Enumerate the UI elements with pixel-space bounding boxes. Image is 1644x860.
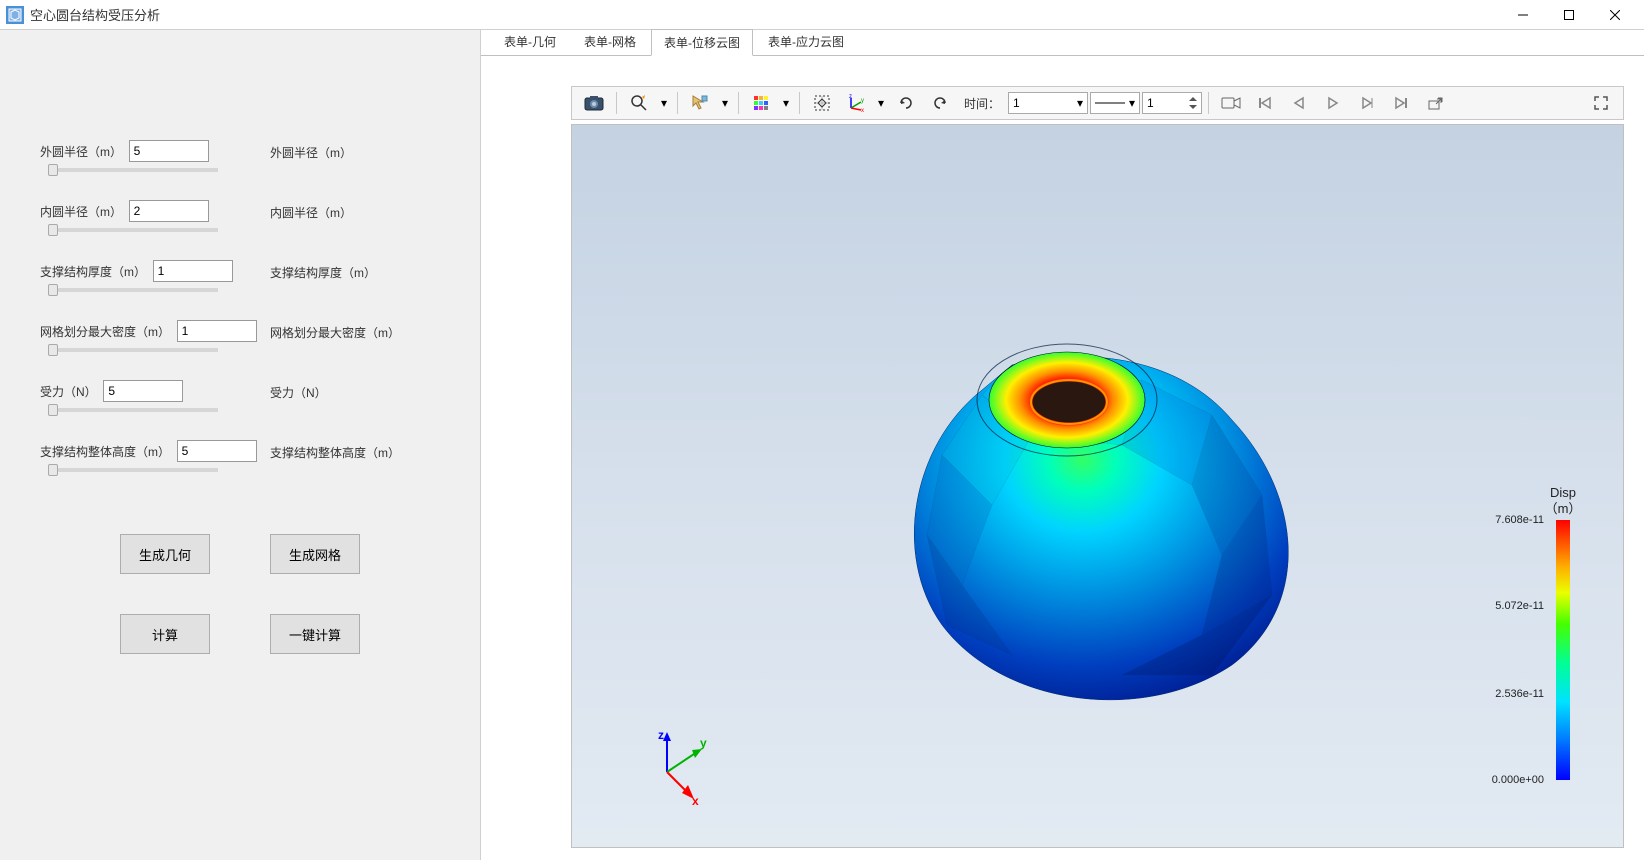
param-input-1[interactable] (129, 200, 209, 222)
toolbar-separator (738, 92, 739, 114)
first-frame-button[interactable] (1249, 89, 1281, 117)
legend-colorbar (1556, 520, 1570, 780)
export-button[interactable] (1419, 89, 1451, 117)
param-echo-label: 受力（N） (270, 384, 440, 444)
axis-view-dropdown[interactable]: ▾ (874, 96, 888, 110)
param-input-3[interactable] (177, 320, 257, 342)
sidebar: 外圆半径（m） 内圆半径（m） 支撑结构厚度（m） 网格划分最大密度（m） 受力… (0, 30, 480, 860)
viewport-3d[interactable]: z y x Disp （m） (571, 124, 1624, 848)
svg-text:y: y (861, 98, 864, 104)
param-label: 网格划分最大密度（m） (40, 323, 170, 340)
param-area: 外圆半径（m） 内圆半径（m） 支撑结构厚度（m） 网格划分最大密度（m） 受力… (0, 30, 480, 654)
param-slider-3[interactable] (48, 348, 218, 352)
axis-triad: z y x (632, 727, 712, 807)
param-label: 支撑结构厚度（m） (40, 263, 146, 280)
svg-text:z: z (658, 728, 664, 742)
param-label: 外圆半径（m） (40, 143, 122, 160)
toolbar-separator (799, 92, 800, 114)
toolbar-separator (677, 92, 678, 114)
play-button[interactable] (1317, 89, 1349, 117)
main-area: 外圆半径（m） 内圆半径（m） 支撑结构厚度（m） 网格划分最大密度（m） 受力… (0, 30, 1644, 860)
svg-text:z: z (849, 94, 852, 100)
param-label: 内圆半径（m） (40, 203, 122, 220)
color-legend: Disp （m） 7.608e-115.072e-112.536e-110.00… (1513, 485, 1613, 783)
colormap-dropdown[interactable]: ▾ (779, 96, 793, 110)
svg-text:x: x (692, 794, 699, 807)
legend-title: Disp （m） (1513, 485, 1613, 516)
param-input-5[interactable] (177, 440, 257, 462)
legend-tick: 7.608e-11 (1495, 514, 1544, 526)
param-slider-5[interactable] (48, 468, 218, 472)
content: 表单-几何表单-网格表单-位移云图表单-应力云图 ▾ ▾ (480, 30, 1644, 860)
titlebar: 空心圆台结构受压分析 (0, 0, 1644, 30)
param-echo-label: 外圆半径（m） (270, 144, 440, 204)
one-click-compute-button[interactable]: 一键计算 (270, 614, 360, 654)
close-button[interactable] (1592, 0, 1638, 30)
param-input-2[interactable] (153, 260, 233, 282)
param-slider-1[interactable] (48, 228, 218, 232)
legend-tick: 0.000e+00 (1492, 774, 1544, 786)
last-frame-button[interactable] (1385, 89, 1417, 117)
fullscreen-button[interactable] (1585, 89, 1617, 117)
viewer-toolbar: ▾ ▾ ▾ (571, 86, 1624, 120)
svg-text:x: x (861, 108, 864, 112)
select-button[interactable] (684, 89, 716, 117)
tab-0[interactable]: 表单-几何 (491, 28, 569, 55)
zoom-dropdown[interactable]: ▾ (657, 96, 671, 110)
step-value: 1 (1147, 96, 1154, 110)
param-label: 受力（N） (40, 383, 97, 400)
rotate-ccw-button[interactable] (890, 89, 922, 117)
time-value: 1 (1013, 96, 1020, 110)
maximize-button[interactable] (1546, 0, 1592, 30)
fit-view-button[interactable] (806, 89, 838, 117)
minimize-button[interactable] (1500, 0, 1546, 30)
displacement-contour-model (892, 325, 1332, 725)
param-slider-4[interactable] (48, 408, 218, 412)
param-label: 支撑结构整体高度（m） (40, 443, 170, 460)
gen-mesh-button[interactable]: 生成网格 (270, 534, 360, 574)
toolbar-separator (1208, 92, 1209, 114)
svg-text:y: y (700, 736, 707, 750)
colormap-button[interactable] (745, 89, 777, 117)
param-echo-label: 支撑结构厚度（m） (270, 264, 440, 324)
tab-3[interactable]: 表单-应力云图 (755, 28, 857, 55)
compute-button[interactable]: 计算 (120, 614, 210, 654)
param-echo-label: 内圆半径（m） (270, 204, 440, 264)
tab-2[interactable]: 表单-位移云图 (651, 29, 753, 56)
window-title: 空心圆台结构受压分析 (30, 5, 1500, 24)
toolbar-separator (616, 92, 617, 114)
zoom-button[interactable] (623, 89, 655, 117)
param-slider-2[interactable] (48, 288, 218, 292)
param-slider-0[interactable] (48, 168, 218, 172)
legend-tick: 2.536e-11 (1495, 688, 1544, 700)
param-input-4[interactable] (103, 380, 183, 402)
axis-view-button[interactable]: z yx (840, 89, 872, 117)
tab-bar: 表单-几何表单-网格表单-位移云图表单-应力云图 (481, 30, 1644, 56)
legend-tick: 5.072e-11 (1495, 600, 1544, 612)
app-icon (6, 6, 24, 24)
tab-1[interactable]: 表单-网格 (571, 28, 649, 55)
step-spin[interactable]: 1 (1142, 92, 1202, 114)
time-combo[interactable]: 1▾ (1008, 92, 1088, 114)
gen-geom-button[interactable]: 生成几何 (120, 534, 210, 574)
prev-frame-button[interactable] (1283, 89, 1315, 117)
param-echo-label: 支撑结构整体高度（m） (270, 444, 440, 504)
rotate-cw-button[interactable] (924, 89, 956, 117)
screenshot-button[interactable] (578, 89, 610, 117)
param-input-0[interactable] (129, 140, 209, 162)
next-frame-button[interactable] (1351, 89, 1383, 117)
time-label: 时间： (958, 95, 1006, 112)
record-button[interactable] (1215, 89, 1247, 117)
select-dropdown[interactable]: ▾ (718, 96, 732, 110)
line-style-combo[interactable]: ▾ (1090, 92, 1140, 114)
param-echo-label: 网格划分最大密度（m） (270, 324, 440, 384)
viewer-panel: ▾ ▾ ▾ (481, 56, 1644, 860)
